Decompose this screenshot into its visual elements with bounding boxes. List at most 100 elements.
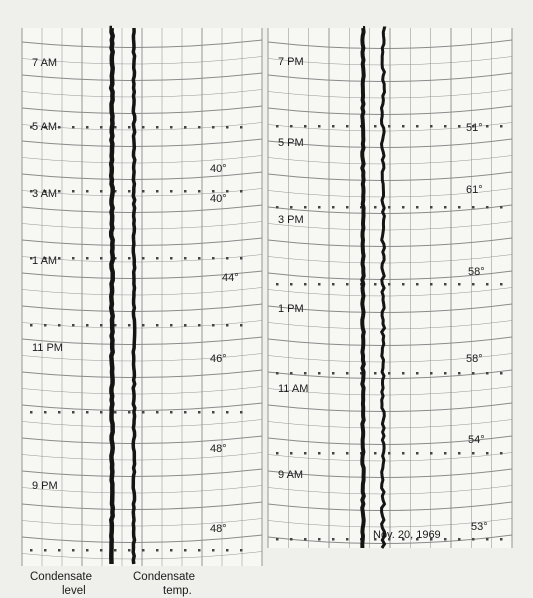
tick-mark — [346, 372, 349, 375]
tick-mark — [226, 411, 229, 414]
tick-mark — [416, 452, 419, 455]
grid-line-time — [21, 369, 263, 379]
grid-line-time — [21, 138, 263, 148]
tick-mark — [156, 190, 159, 193]
grid-right — [267, 28, 513, 548]
tick-mark — [416, 283, 419, 286]
grid-line-time — [21, 56, 263, 65]
tick-mark — [198, 324, 201, 327]
tick-mark — [486, 283, 489, 286]
tick-mark — [374, 283, 377, 286]
tick-mark — [360, 206, 363, 209]
condensate-temp-trace — [379, 26, 387, 549]
condensate-temp-trace — [131, 27, 137, 565]
time-label: 5 AM — [32, 121, 57, 133]
tick-mark — [444, 125, 447, 128]
grid-line-time — [267, 468, 513, 479]
temp-label: 46° — [210, 353, 227, 365]
tick-mark — [430, 538, 433, 541]
tick-mark — [226, 126, 229, 129]
tick-mark — [444, 206, 447, 209]
tick-mark — [458, 372, 461, 375]
tick-mark — [170, 411, 173, 414]
tick-mark — [360, 372, 363, 375]
grid-line-time — [21, 237, 263, 247]
tick-mark — [458, 206, 461, 209]
tick-mark — [458, 125, 461, 128]
temp-label: 58° — [468, 266, 485, 278]
tick-mark — [374, 538, 377, 541]
tick-mark — [500, 125, 503, 128]
tick-mark — [170, 126, 173, 129]
tick-mark — [114, 549, 117, 552]
grid-line-time — [21, 171, 263, 181]
grid-line-time — [267, 254, 513, 264]
tick-mark — [198, 257, 201, 260]
tick-mark — [170, 549, 173, 552]
tick-mark — [500, 372, 503, 375]
tick-mark — [458, 283, 461, 286]
condensate-level-label-line2: level — [62, 585, 86, 597]
tick-mark — [486, 452, 489, 455]
tick-mark — [402, 452, 405, 455]
tick-mark — [58, 411, 61, 414]
tick-mark — [486, 125, 489, 128]
tick-mark — [86, 126, 89, 129]
grid-line-time — [21, 468, 263, 478]
tick-mark — [128, 549, 131, 552]
tick-mark — [30, 324, 33, 327]
time-labels-right: 7 PM 5 PM 3 PM 1 PM 11 AM 9 AM — [278, 56, 308, 481]
grid-line-time — [21, 551, 263, 560]
tick-mark — [142, 411, 145, 414]
grid-line-time — [267, 534, 513, 545]
tick-mark — [304, 452, 307, 455]
tick-mark — [290, 206, 293, 209]
tick-mark — [472, 372, 475, 375]
traces-right — [360, 26, 387, 549]
grid-line-time — [21, 419, 263, 428]
tick-mark — [276, 283, 279, 286]
grid-line-time — [267, 303, 513, 314]
tick-mark — [100, 411, 103, 414]
grid-line-time — [21, 188, 263, 197]
grid-line-time — [21, 534, 263, 544]
grid-line-time — [267, 485, 513, 495]
tick-mark — [44, 324, 47, 327]
tick-mark — [318, 538, 321, 541]
time-label: 9 AM — [278, 469, 303, 481]
tick-mark — [72, 190, 75, 193]
grid-line-time — [267, 336, 513, 347]
tick-mark — [184, 411, 187, 414]
tick-mark — [184, 126, 187, 129]
tick-mark — [472, 283, 475, 286]
time-label: 7 AM — [32, 57, 57, 69]
grid-line-time — [21, 485, 263, 494]
grid-line-time — [267, 320, 513, 330]
grid-line-time — [21, 105, 263, 115]
grid-line-time — [21, 204, 263, 214]
grid-line-time — [267, 270, 513, 281]
time-label: 11 AM — [278, 383, 308, 395]
tick-mark — [100, 257, 103, 260]
tick-mark — [430, 452, 433, 455]
tick-mark — [240, 257, 243, 260]
tick-mark — [290, 452, 293, 455]
tick-mark — [184, 190, 187, 193]
tick-mark — [402, 125, 405, 128]
time-label: 1 AM — [32, 255, 57, 267]
grid-line-time — [267, 171, 513, 182]
grid-line-time — [267, 56, 513, 66]
tick-mark — [416, 125, 419, 128]
tick-mark — [86, 190, 89, 193]
tick-mark — [472, 206, 475, 209]
temp-labels-right: 51° 61° 58° 58° 54° 53° — [466, 122, 488, 533]
temp-label: 53° — [471, 521, 488, 533]
tick-mark — [332, 452, 335, 455]
tick-mark — [374, 372, 377, 375]
tick-mark — [212, 126, 215, 129]
tick-mark — [142, 549, 145, 552]
tick-mark — [458, 452, 461, 455]
traces-left — [108, 25, 137, 565]
tick-mark — [240, 190, 243, 193]
grid-line-time — [21, 72, 263, 82]
